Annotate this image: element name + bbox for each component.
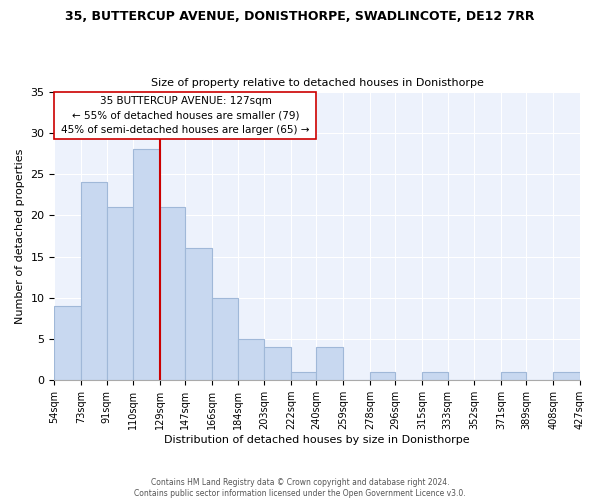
Text: Contains HM Land Registry data © Crown copyright and database right 2024.
Contai: Contains HM Land Registry data © Crown c… xyxy=(134,478,466,498)
Bar xyxy=(160,207,185,380)
Bar xyxy=(370,372,395,380)
Bar xyxy=(422,372,448,380)
Bar xyxy=(133,150,160,380)
Text: 35 BUTTERCUP AVENUE: 127sqm
← 55% of detached houses are smaller (79)
45% of sem: 35 BUTTERCUP AVENUE: 127sqm ← 55% of det… xyxy=(61,96,310,136)
Bar xyxy=(238,339,265,380)
Bar xyxy=(185,248,212,380)
Bar xyxy=(501,372,526,380)
Bar xyxy=(212,298,238,380)
Bar xyxy=(55,306,81,380)
Y-axis label: Number of detached properties: Number of detached properties xyxy=(15,148,25,324)
X-axis label: Distribution of detached houses by size in Donisthorpe: Distribution of detached houses by size … xyxy=(164,435,470,445)
Bar xyxy=(81,182,107,380)
Bar xyxy=(265,347,291,380)
Bar xyxy=(316,347,343,380)
Bar xyxy=(107,207,133,380)
FancyBboxPatch shape xyxy=(55,92,316,140)
Title: Size of property relative to detached houses in Donisthorpe: Size of property relative to detached ho… xyxy=(151,78,484,88)
Text: 35, BUTTERCUP AVENUE, DONISTHORPE, SWADLINCOTE, DE12 7RR: 35, BUTTERCUP AVENUE, DONISTHORPE, SWADL… xyxy=(65,10,535,23)
Bar xyxy=(291,372,316,380)
Bar xyxy=(553,372,580,380)
